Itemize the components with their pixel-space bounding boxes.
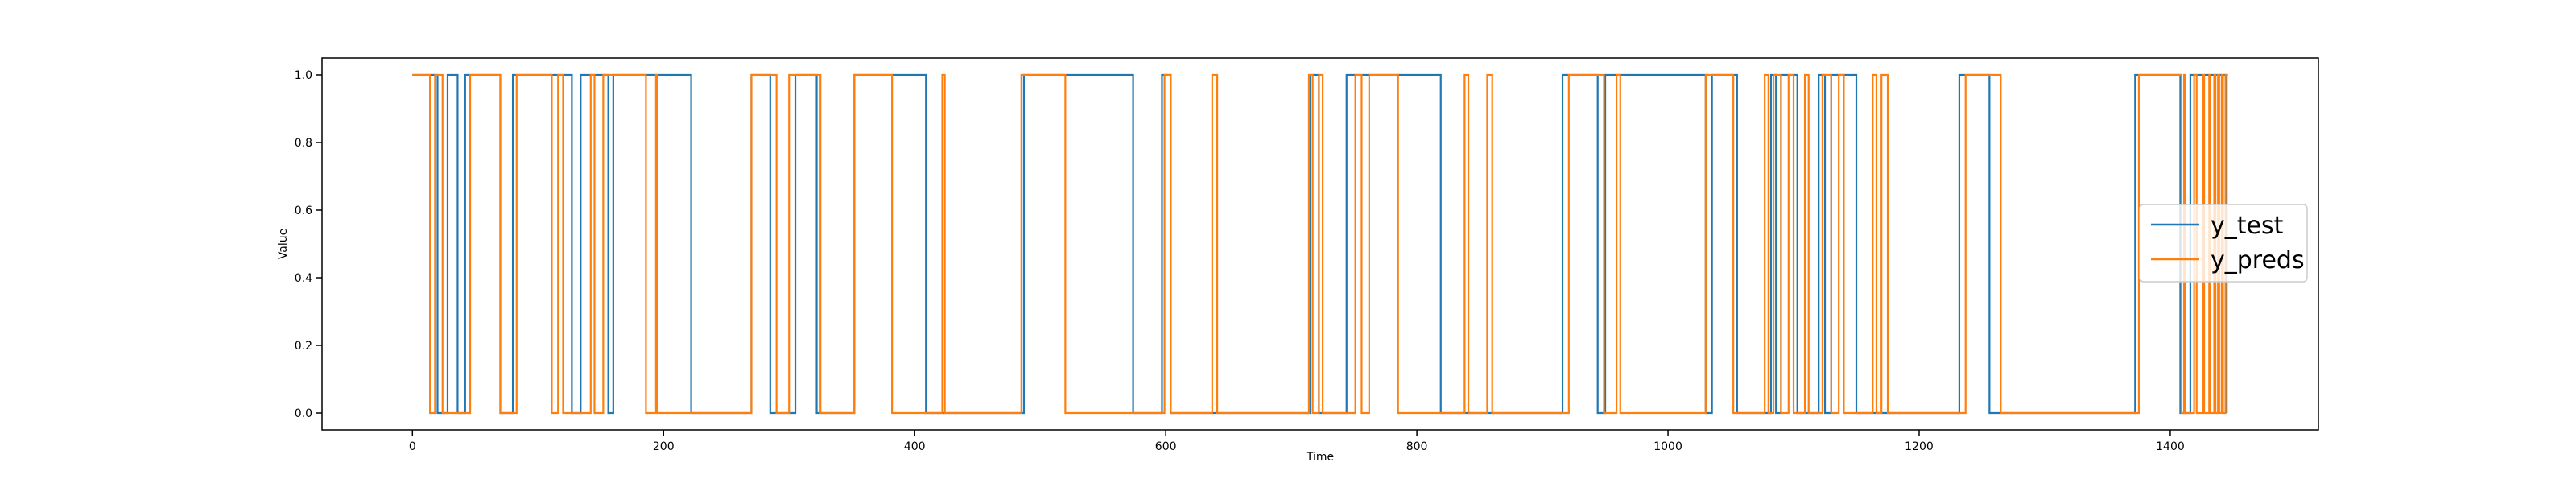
x-tick-label: 200 — [653, 440, 675, 453]
y-tick-label: 0.8 — [295, 137, 312, 150]
y-tick-label: 0.0 — [295, 407, 312, 420]
plot-area-frame — [322, 58, 2318, 430]
x-tick-label: 400 — [904, 440, 926, 453]
x-tick-label: 800 — [1406, 440, 1428, 453]
plot-area — [322, 58, 2318, 430]
y-axis-label: Value — [277, 229, 290, 259]
y-tick-label: 1.0 — [295, 69, 312, 82]
x-axis-ticks: 0 200 400 600 800 1000 1200 1400 — [409, 430, 2185, 453]
x-axis-label: Time — [1306, 451, 1334, 464]
x-tick-label: 1400 — [2156, 440, 2185, 453]
y-tick-label: 0.6 — [295, 204, 312, 217]
legend-label-y-test: y_test — [2211, 212, 2284, 240]
x-tick-label: 600 — [1155, 440, 1177, 453]
x-tick-label: 1200 — [1905, 440, 1934, 453]
x-tick-label: 1000 — [1653, 440, 1682, 453]
y-tick-label: 0.2 — [295, 340, 312, 353]
axes-spines — [321, 57, 2319, 431]
y-axis-ticks: 0.0 0.2 0.4 0.6 0.8 1.0 — [295, 69, 322, 420]
x-tick-label: 0 — [409, 440, 416, 453]
legend-label-y-preds: y_preds — [2211, 246, 2305, 275]
y-tick-label: 0.4 — [295, 272, 312, 285]
legend: y_test y_preds — [2139, 204, 2308, 283]
